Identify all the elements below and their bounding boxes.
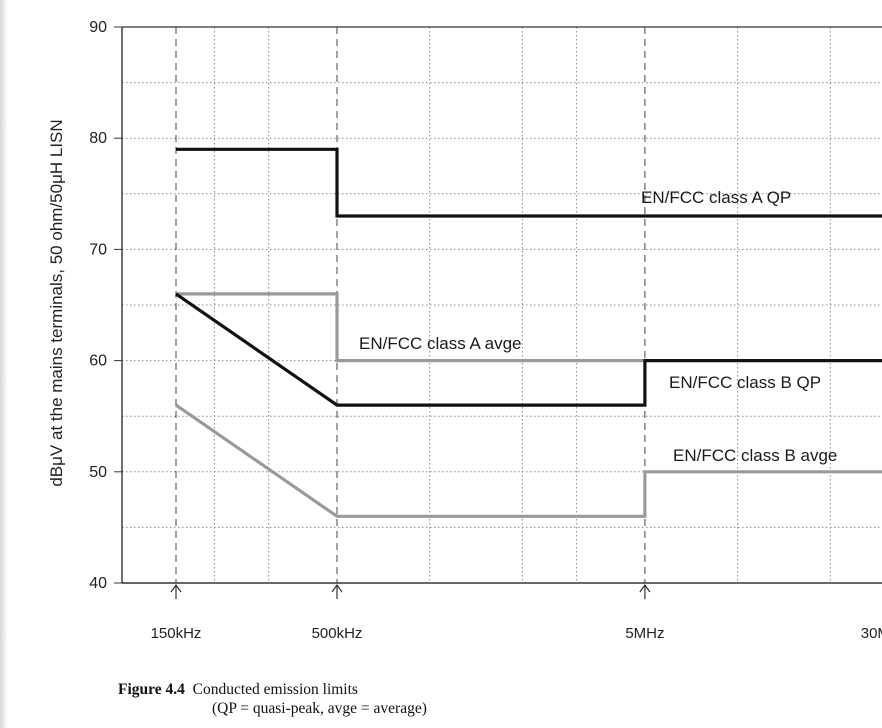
- y-tick-label: 60: [89, 353, 107, 370]
- series-line-2: [176, 292, 645, 363]
- figure-title: Conducted emission limits: [192, 681, 358, 698]
- page-edge-shadow: [0, 0, 8, 728]
- y-tick-label: 80: [89, 130, 107, 147]
- x-tick-arrow: [170, 583, 182, 599]
- figure-note: (QP = quasi-peak, avge = average): [212, 700, 427, 717]
- chart-labels: EN/FCC class A QP EN/FCC class A avge EN/F…: [359, 188, 837, 465]
- grid: [122, 27, 882, 583]
- x-tick-label: 5MHz: [625, 625, 664, 642]
- y-axis-label: dBμV at the mains terminals, 50 ohm/50μH…: [47, 119, 66, 486]
- y-tick-label: 70: [89, 241, 107, 258]
- series-line-4: [175, 403, 882, 518]
- series-line-3: [175, 292, 882, 407]
- x-tick-arrow: [331, 583, 343, 599]
- figure-caption: Figure 4.4 Conducted emission limits (QP…: [118, 680, 427, 718]
- x-tick-arrow: [639, 583, 651, 599]
- y-tick-label: 50: [89, 464, 107, 481]
- y-tick-label: 90: [89, 19, 107, 36]
- axes: 40 50 60 70 80 90 150kHz 500kHz 5MHz 30MHz: [89, 19, 882, 642]
- x-tick-label: 500kHz: [312, 625, 363, 642]
- series-lines: [175, 147, 882, 518]
- x-tick-label: 30MHz: [861, 625, 882, 642]
- series-line-1: [176, 147, 882, 218]
- series-label-1: EN/FCC class A QP: [641, 188, 791, 207]
- series-label-4: EN/FCC class B avge: [673, 446, 837, 465]
- series-label-2: EN/FCC class A avge: [359, 334, 522, 353]
- x-tick-label: 150kHz: [151, 625, 202, 642]
- y-tick-label: 40: [89, 575, 107, 592]
- series-label-3: EN/FCC class B QP: [669, 373, 821, 392]
- figure-number: Figure 4.4: [118, 681, 185, 698]
